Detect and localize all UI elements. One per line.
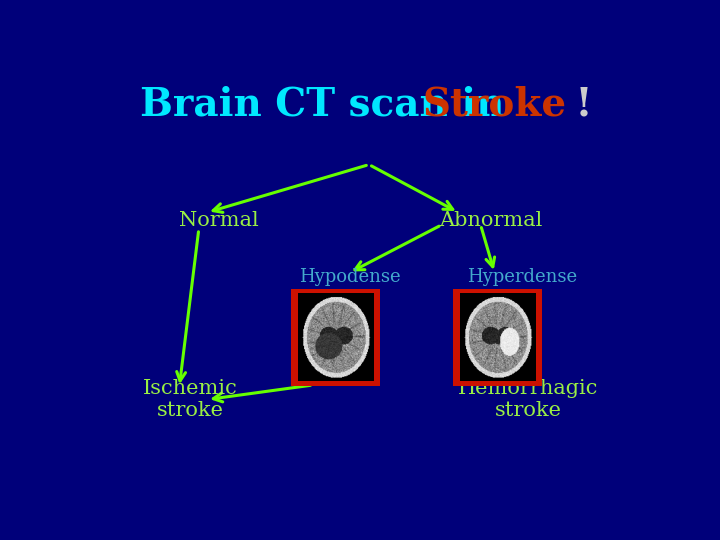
Text: Brain CT scan in: Brain CT scan in (140, 85, 518, 123)
Bar (291, 288, 380, 386)
Bar (453, 288, 541, 386)
Text: Abnormal: Abnormal (438, 211, 542, 230)
Text: Normal: Normal (179, 211, 259, 230)
Text: Hypodense: Hypodense (300, 268, 401, 286)
Text: Hemorrhagic
stroke: Hemorrhagic stroke (458, 379, 598, 420)
Text: Ischemic
stroke: Ischemic stroke (143, 379, 238, 420)
Text: !: ! (562, 85, 592, 123)
Text: Hyperdense: Hyperdense (467, 268, 577, 286)
Text: Stroke: Stroke (422, 85, 566, 123)
